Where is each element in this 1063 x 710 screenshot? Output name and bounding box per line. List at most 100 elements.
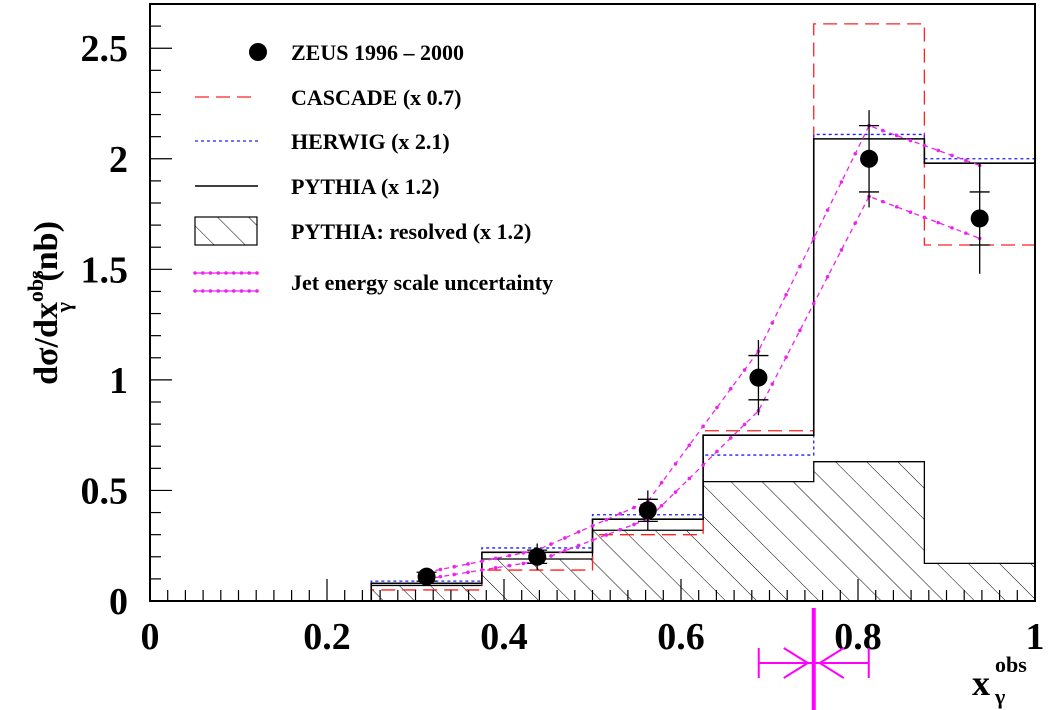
legend-band-dot — [231, 271, 236, 275]
data-point — [749, 368, 768, 387]
jes-upper-dot — [894, 133, 899, 138]
x-tick-label: 1 — [1026, 616, 1045, 658]
jes-upper-dot — [853, 152, 858, 156]
jes-upper-dot — [881, 128, 885, 133]
jes-lower-dot — [480, 568, 484, 572]
annotation-layer — [757, 608, 870, 710]
x-tick-label: 0.6 — [657, 616, 705, 658]
jes-upper-dot — [687, 443, 692, 447]
jes-upper-dot — [480, 559, 484, 563]
histogram-2 — [370, 138, 1036, 601]
jes-lower-dot — [521, 561, 526, 566]
jes-upper-dot — [798, 264, 802, 269]
jes-lower-dot — [618, 527, 622, 532]
data-point — [638, 501, 657, 520]
resolved-bin-5 — [924, 563, 1035, 601]
legend-band-dot — [239, 271, 244, 275]
legend-band-dot — [208, 271, 213, 275]
resolved-bin-2 — [592, 530, 704, 601]
legend-band-dot — [247, 289, 252, 293]
legend-band-dot — [208, 289, 213, 293]
legend-label-2: HERWIG (x 2.1) — [291, 129, 450, 154]
axis-labels-layer: dσ/dxobsγ (nb)x obsγ — [23, 221, 1027, 709]
data-point — [860, 149, 879, 168]
resolved-bin-0 — [371, 585, 482, 601]
jes-lower-dot — [701, 463, 705, 467]
jes-upper-dot — [715, 405, 719, 410]
y-tick-label: 0 — [109, 581, 128, 623]
jes-upper-dot — [825, 208, 830, 212]
jes-upper-dot — [784, 292, 788, 297]
jes-upper-dot — [493, 556, 498, 561]
resolved-bin-3 — [703, 481, 814, 601]
jes-lower-dot — [936, 220, 941, 225]
jes-upper-dot — [604, 517, 609, 522]
jes-lower-dot — [894, 205, 899, 209]
jes-upper-dot — [908, 138, 913, 143]
jes-upper-dot — [438, 567, 443, 572]
jes-upper-dot — [632, 505, 636, 510]
jes-lower-dot — [742, 422, 747, 427]
y-axis-label-sup: obs — [23, 270, 48, 302]
y-axis-label-unit: (nb) — [28, 221, 65, 290]
jes-lower-dot — [659, 503, 664, 508]
legend-band-dot — [247, 271, 252, 275]
jes-upper-dot — [673, 462, 678, 466]
legend-label-4: PYTHIA: resolved (x 1.2) — [291, 219, 531, 244]
jes-upper-dot — [936, 148, 941, 153]
jes-lower-dot — [881, 199, 885, 204]
y-tick-label: 0.5 — [81, 470, 129, 512]
legend-band-dot — [216, 289, 221, 293]
jes-lower-dot — [673, 490, 678, 494]
jes-lower-dot — [784, 355, 788, 360]
jes-lower-dot — [438, 574, 443, 579]
legend-band-dot — [216, 271, 221, 275]
jes-lower-dot — [452, 572, 457, 577]
legend-label-0: ZEUS 1996 – 2000 — [291, 40, 464, 65]
jes-upper-dot — [466, 562, 470, 566]
legend-band-dot — [224, 289, 228, 293]
jes-lower-dot — [950, 226, 954, 230]
jes-upper-dot — [742, 368, 747, 372]
divider-arrowhead-left — [783, 647, 810, 679]
jes-lower-dot — [770, 382, 775, 386]
jes-lower-dot — [576, 543, 581, 548]
data-point — [417, 567, 436, 586]
jes-lower-dot — [466, 570, 470, 575]
x-axis-label-sup: obs — [995, 652, 1027, 677]
data-point — [528, 547, 547, 566]
jes-lower-dot — [964, 231, 968, 235]
jes-lower-dot — [507, 563, 512, 568]
jes-upper-dot — [618, 511, 622, 516]
y-tick-label: 1 — [109, 360, 128, 402]
y-axis-label-main: dσ/dx — [28, 302, 65, 385]
jes-upper-dot — [839, 180, 844, 184]
histogram-layer — [370, 23, 1036, 601]
legend-band-dot — [224, 271, 228, 275]
jes-lower-dot — [687, 476, 692, 481]
y-axis-label: dσ/dxobsγ (nb) — [23, 221, 76, 385]
legend-hatch-box — [194, 216, 258, 246]
jes-lower-dot — [604, 533, 609, 537]
jes-upper-dot — [507, 553, 512, 558]
jes-upper-dot — [576, 530, 581, 534]
y-tick-label: 1.5 — [81, 249, 129, 291]
jes-lower-dot — [632, 522, 636, 527]
jes-upper-dot — [659, 480, 664, 485]
jes-lower-dot — [493, 566, 498, 570]
jes-lower-dot — [715, 449, 719, 454]
jes-lower-dot — [549, 554, 553, 558]
jes-upper-dot — [811, 236, 816, 241]
legend-label-1: CASCADE (x 0.7) — [291, 85, 462, 110]
jes-lower-dot — [811, 301, 816, 306]
resolved-hatch-layer — [370, 461, 1036, 601]
jes-upper-dot — [521, 551, 526, 555]
x-axis-label: x — [972, 663, 990, 703]
jes-lower-dot — [798, 328, 802, 333]
legend-band-dot — [200, 289, 205, 293]
jes-upper-dot — [452, 564, 457, 569]
x-tick-label: 0.2 — [303, 616, 351, 658]
x-tick-label: 0.4 — [480, 616, 528, 658]
jes-lower-dot — [853, 221, 858, 225]
